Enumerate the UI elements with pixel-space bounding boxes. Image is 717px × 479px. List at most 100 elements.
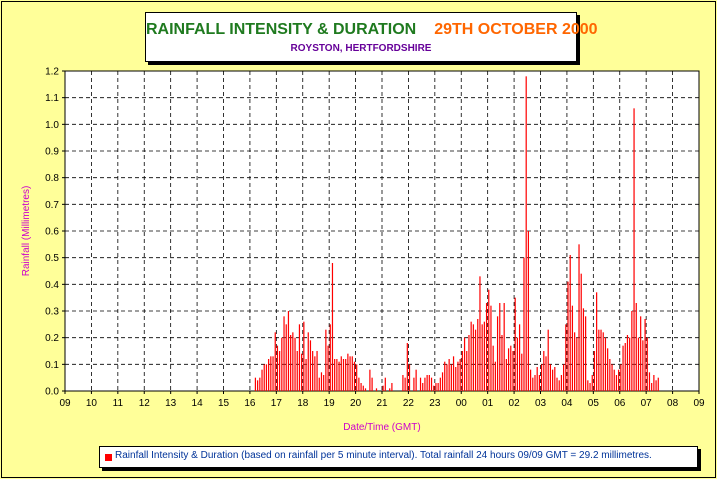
rainfall-bar [635, 303, 637, 391]
rainfall-bar [518, 324, 521, 391]
rainfall-bar [389, 388, 391, 391]
rainfall-bar [437, 383, 439, 391]
y-tick-label: 1.1 [45, 93, 59, 104]
x-tick-label: 13 [165, 398, 177, 409]
rainfall-bar [292, 332, 294, 391]
title-main: RAINFALL INTENSITY & DURATION [146, 21, 417, 38]
rainfall-bar [483, 321, 485, 391]
rainfall-bar [268, 359, 270, 391]
rainfall-bar [600, 329, 602, 391]
x-tick-label: 08 [667, 398, 679, 409]
rainfall-bar [585, 316, 587, 391]
rainfall-bar [459, 359, 461, 391]
rainfall-bar [285, 324, 287, 391]
rainfall-bar [474, 329, 477, 391]
y-tick-label: 0.1 [45, 360, 59, 371]
rainfall-bar [349, 356, 351, 391]
y-tick-label: 0.9 [45, 147, 59, 158]
rainfall-bar [492, 345, 494, 391]
rainfall-bar [382, 385, 384, 391]
rainfall-bar [461, 351, 463, 391]
rainfall-bar [532, 377, 534, 391]
rainfall-bar [334, 359, 336, 391]
y-tick-label: 0.8 [45, 173, 59, 184]
rainfall-bar [415, 369, 417, 391]
rainfall-bar [325, 329, 327, 391]
title-date: 29TH OCTOBER 2000 [434, 21, 598, 38]
rainfall-bar [488, 289, 490, 391]
rainfall-bar [413, 377, 415, 391]
rainfall-bar [270, 356, 272, 391]
rainfall-bar [371, 377, 373, 391]
rainfall-bar [560, 375, 563, 391]
rainfall-bar [593, 351, 596, 391]
y-tick-label: 0.2 [45, 333, 59, 344]
rainfall-bar [336, 359, 338, 391]
rainfall-bar [309, 340, 312, 391]
rainfall-bar [452, 356, 455, 391]
rainfall-bar [615, 375, 618, 391]
rainfall-bar [422, 383, 424, 391]
rainfall-bar [571, 305, 574, 391]
rainfall-bar [294, 337, 296, 391]
rainfall-bar [622, 345, 624, 391]
rainfall-bar [576, 337, 578, 391]
rainfall-bar [279, 351, 281, 391]
rainfall-bar [463, 337, 466, 391]
rainfall-bar [307, 332, 309, 391]
rainfall-bar [257, 380, 259, 391]
rainfall-bar [259, 377, 261, 391]
rainfall-bar [347, 353, 349, 391]
rainfall-bar [342, 359, 345, 391]
y-tick-label: 0.5 [45, 253, 59, 264]
x-tick-label: 18 [297, 398, 309, 409]
rainfall-bar [536, 367, 538, 391]
rainfall-bar [609, 359, 611, 391]
rainfall-bar [345, 359, 347, 391]
rainfall-bar [276, 345, 279, 391]
y-tick-label: 0.3 [45, 307, 59, 318]
rainfall-bar [466, 351, 468, 391]
rainfall-bar [287, 311, 290, 391]
rainfall-bar [552, 369, 554, 391]
rainfall-bar [369, 369, 371, 391]
rainfall-bar [457, 361, 459, 391]
rainfall-bar [364, 388, 367, 391]
rainfall-bar [582, 308, 585, 391]
rainfall-bar [598, 329, 600, 391]
rainfall-bar [574, 332, 576, 391]
x-tick-label: 10 [86, 398, 98, 409]
rainfall-bar [591, 375, 593, 391]
rainfall-bar [494, 361, 496, 391]
rainfall-bar [642, 340, 644, 391]
y-tick-label: 0.4 [45, 280, 59, 291]
rainfall-bar [446, 364, 448, 391]
rainfall-bar [323, 375, 325, 391]
rainfall-bar [633, 108, 635, 391]
rainfall-bar [580, 273, 582, 391]
rainfall-bar [501, 335, 503, 391]
x-tick-label: 21 [376, 398, 388, 409]
rainfall-bar [468, 335, 470, 391]
rainfall-bar [629, 337, 631, 391]
rainfall-bar [648, 372, 651, 391]
x-tick-label: 19 [324, 398, 336, 409]
rainfall-bar [353, 361, 356, 391]
y-axis-label: Rainfall (Millimetres) [21, 186, 32, 277]
rainfall-bar [565, 324, 567, 391]
x-tick-label: 23 [429, 398, 441, 409]
rainfall-bar [510, 345, 512, 391]
rainfall-bar [314, 356, 316, 391]
y-tick-label: 1.0 [45, 120, 59, 131]
rainfall-bar [441, 372, 444, 391]
rainfall-bar [261, 369, 263, 391]
rainfall-bar [611, 364, 613, 391]
rainfall-bar [391, 383, 393, 391]
rainfall-bar [254, 377, 257, 391]
rainfall-bar [472, 324, 474, 391]
x-tick-label: 06 [614, 398, 626, 409]
bar-series [254, 76, 659, 391]
rainfall-bar [301, 353, 303, 391]
